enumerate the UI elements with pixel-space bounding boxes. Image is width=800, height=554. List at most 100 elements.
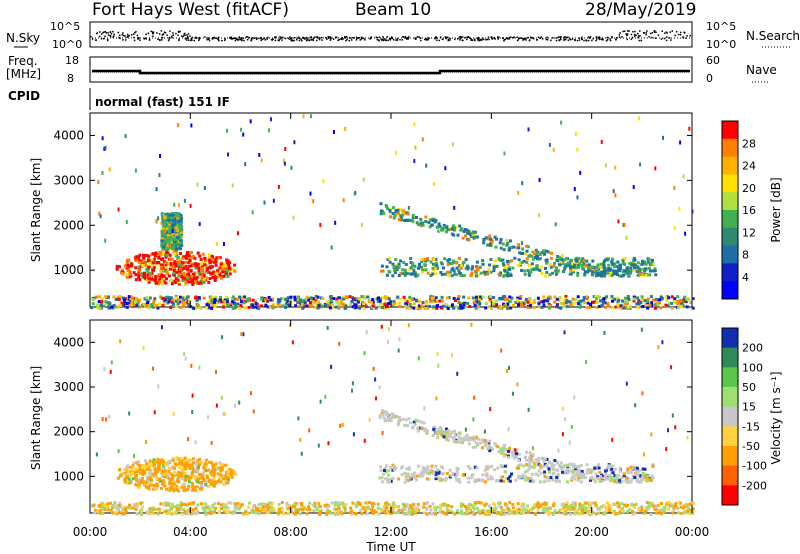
nsky-point [362, 37, 365, 40]
heatmap-cell [137, 305, 141, 309]
heatmap-cell [125, 480, 129, 484]
heatmap-cell [525, 469, 529, 473]
heatmap-cell [197, 296, 201, 300]
y-tick-label: 4000 [53, 128, 84, 142]
heatmap-cell [509, 306, 513, 310]
heatmap-cell [136, 301, 140, 305]
heatmap-cell [207, 479, 211, 483]
heatmap-cell [598, 273, 602, 277]
nsky-point [102, 31, 104, 34]
heatmap-cell [414, 273, 418, 277]
heatmap-cell [134, 168, 137, 173]
nsky-point [344, 36, 347, 39]
heatmap-cell [187, 261, 191, 265]
heatmap-cell [614, 193, 617, 198]
heatmap-cell [175, 260, 179, 264]
heatmap-cell [116, 476, 120, 480]
heatmap-cell [184, 467, 188, 471]
heatmap-cell [474, 441, 478, 445]
heatmap-cell [517, 243, 521, 247]
heatmap-cell [151, 261, 155, 265]
heatmap-cell [312, 300, 316, 304]
heatmap-cell [189, 264, 193, 268]
heatmap-cell [610, 478, 614, 482]
heatmap-cell [292, 215, 295, 220]
heatmap-cell [474, 297, 478, 301]
heatmap-cell [424, 268, 428, 272]
heatmap-cell [471, 231, 475, 235]
heatmap-cell [176, 244, 180, 248]
heatmap-cell [179, 241, 183, 245]
heatmap-cell [613, 476, 617, 480]
heatmap-cell [277, 184, 280, 189]
heatmap-cell [198, 472, 202, 476]
heatmap-cell [492, 269, 496, 273]
heatmap-cell [514, 478, 518, 482]
nsky-point [346, 38, 348, 41]
heatmap-cell [95, 295, 99, 299]
nsky-point [250, 38, 253, 41]
heatmap-cell [646, 303, 650, 307]
nsky-point [578, 37, 581, 39]
heatmap-cell [581, 507, 585, 511]
heatmap-cell [424, 302, 428, 306]
heatmap-cell [609, 271, 613, 275]
heatmap-cell [170, 467, 174, 471]
heatmap-cell [451, 259, 455, 263]
heatmap-cell [653, 303, 657, 307]
heatmap-cell [176, 302, 180, 306]
heatmap-cell [579, 170, 582, 175]
heatmap-cell [302, 303, 306, 307]
heatmap-cell [501, 295, 505, 299]
heatmap-cell [517, 452, 521, 456]
heatmap-cell [150, 478, 154, 482]
heatmap-cell [608, 267, 612, 271]
heatmap-cell [172, 245, 176, 249]
heatmap-cell [212, 270, 216, 274]
heatmap-cell [253, 305, 257, 309]
heatmap-cell [413, 122, 416, 127]
heatmap-cell [454, 273, 458, 277]
heatmap-cell [190, 466, 194, 470]
heatmap-cell [432, 258, 436, 262]
heatmap-cell [411, 219, 415, 223]
heatmap-cell [489, 244, 493, 248]
heatmap-cell [455, 469, 459, 473]
heatmap-cell [392, 206, 396, 210]
heatmap-cell [182, 255, 186, 259]
heatmap-cell [524, 300, 528, 304]
heatmap-cell [559, 465, 563, 469]
heatmap-cell [501, 449, 505, 453]
heatmap-cell [411, 263, 415, 267]
heatmap-cell [246, 299, 250, 303]
beam-title: Beam 10 [355, 0, 431, 20]
heatmap-cell [673, 504, 677, 508]
heatmap-cell [179, 473, 183, 477]
heatmap-cell [472, 235, 476, 239]
nsky-point [195, 37, 198, 39]
nsky-point [599, 38, 601, 40]
nsky-point [171, 36, 173, 39]
heatmap-cell [317, 304, 321, 308]
heatmap-cell [237, 306, 241, 310]
heatmap-cell [572, 265, 576, 269]
nsky-point [418, 36, 420, 38]
heatmap-cell [628, 305, 632, 309]
heatmap-cell [147, 254, 151, 258]
heatmap-cell [223, 477, 227, 481]
nsky-point [461, 39, 464, 41]
nsky-point [560, 38, 562, 41]
heatmap-cell [170, 300, 174, 304]
heatmap-cell [174, 299, 178, 303]
heatmap-cell [501, 475, 505, 479]
nsky-point [436, 39, 438, 41]
heatmap-cell [209, 482, 213, 486]
heatmap-cell [157, 254, 161, 258]
heatmap-cell [435, 264, 439, 268]
heatmap-cell [222, 274, 226, 278]
heatmap-cell [571, 262, 575, 266]
heatmap-cell [155, 477, 159, 481]
nsky-point [466, 36, 469, 38]
heatmap-cell [125, 219, 128, 224]
heatmap-cell [465, 228, 469, 232]
